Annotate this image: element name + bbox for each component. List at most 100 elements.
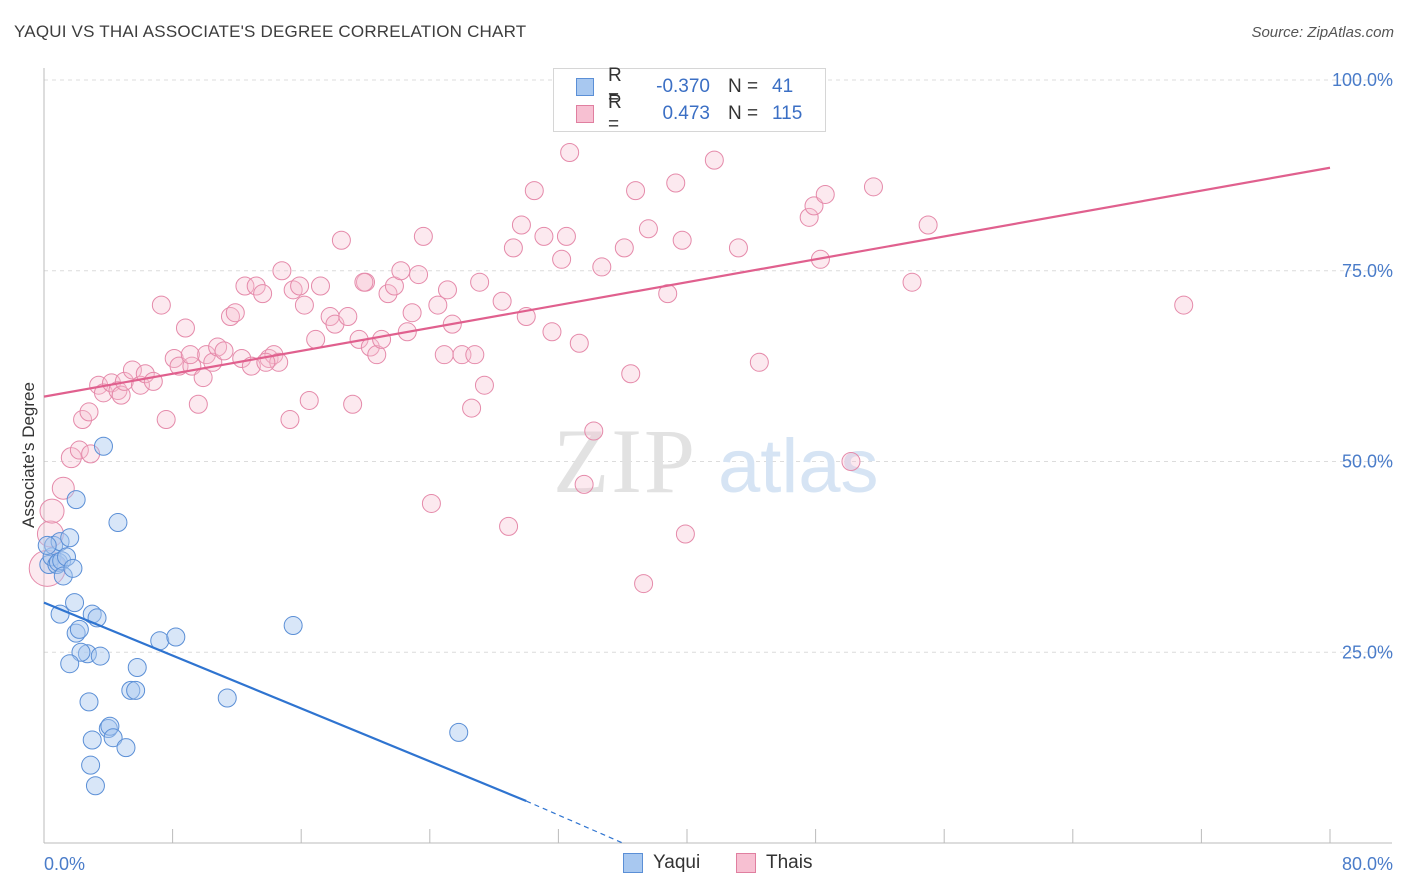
point-yaqui — [93, 436, 113, 456]
point-thais — [310, 276, 330, 296]
watermark-zip: ZIP — [553, 410, 697, 512]
point-thais — [918, 215, 938, 235]
legend-swatch-thais — [736, 853, 756, 873]
point-thais — [749, 352, 769, 372]
point-thais — [524, 181, 544, 201]
y-tick-label: 50.0% — [1342, 452, 1393, 472]
point-thais — [569, 333, 589, 353]
point-thais — [542, 322, 562, 342]
point-thais — [331, 230, 351, 250]
legend-item-yaqui[interactable]: Yaqui — [623, 852, 700, 874]
axes — [43, 68, 1392, 844]
point-thais — [180, 345, 200, 365]
series-thais — [28, 142, 1194, 594]
watermark-atlas: atlas — [718, 424, 879, 509]
chart-title: YAQUI VS THAI ASSOCIATE'S DEGREE CORRELA… — [14, 22, 527, 41]
point-yaqui — [37, 535, 57, 555]
point-thais — [492, 291, 512, 311]
point-yaqui — [121, 680, 141, 700]
point-thais — [804, 196, 824, 216]
point-thais — [638, 219, 658, 239]
point-thais — [621, 364, 641, 384]
point-thais — [592, 257, 612, 277]
point-thais — [188, 394, 208, 414]
legend-n-value: 41 — [772, 76, 794, 97]
point-yaqui — [82, 730, 102, 750]
point-thais — [799, 207, 819, 227]
point-yaqui — [57, 547, 77, 567]
y-tick-labels: 25.0% 50.0% 75.0% 100.0% — [1332, 70, 1393, 662]
x-tick-label: 0.0% — [44, 854, 85, 874]
point-thais — [666, 173, 686, 193]
point-thais — [214, 341, 234, 361]
legend-swatch-thais — [576, 105, 594, 123]
legend-r-value: -0.370 — [656, 76, 710, 97]
point-thais — [156, 410, 176, 430]
point-yaqui — [100, 716, 120, 736]
point-yaqui — [108, 513, 128, 533]
point-thais — [409, 265, 429, 285]
point-thais — [175, 318, 195, 338]
point-thais — [338, 307, 358, 327]
point-yaqui — [126, 680, 146, 700]
point-thais — [60, 447, 82, 469]
point-yaqui — [449, 722, 469, 742]
point-thais — [437, 280, 457, 300]
point-yaqui — [85, 776, 105, 796]
point-thais — [343, 394, 363, 414]
y-axis-label: Associate's Degree — [19, 382, 38, 528]
point-thais — [290, 276, 310, 296]
point-thais — [225, 303, 245, 323]
point-thais — [367, 345, 387, 365]
point-thais — [614, 238, 634, 258]
trend-lines — [43, 166, 1331, 844]
point-thais — [574, 474, 594, 494]
point-thais — [299, 390, 319, 410]
point-thais — [39, 498, 65, 524]
point-thais — [634, 574, 654, 594]
point-thais — [626, 181, 646, 201]
y-tick-label: 100.0% — [1332, 70, 1393, 90]
point-thais — [462, 398, 482, 418]
point-thais — [584, 421, 604, 441]
point-thais — [560, 142, 580, 162]
point-thais — [465, 345, 485, 365]
point-yaqui — [66, 623, 86, 643]
point-thais — [675, 524, 695, 544]
point-thais — [73, 410, 93, 430]
point-thais — [36, 520, 64, 548]
point-yaqui — [63, 558, 83, 578]
correlation-legend: R = -0.370 N = 41 R = 0.473 N = 115 — [553, 65, 826, 135]
point-thais — [434, 345, 454, 365]
point-thais — [151, 295, 171, 315]
point-thais — [1174, 295, 1194, 315]
point-thais — [193, 368, 213, 388]
legend-item-thais[interactable]: Thais — [736, 852, 812, 874]
point-thais — [235, 276, 255, 296]
y-tick-label: 75.0% — [1342, 261, 1393, 281]
point-thais — [428, 295, 448, 315]
point-yaqui — [60, 654, 80, 674]
point-thais — [69, 440, 89, 460]
legend-label-thais: Thais — [766, 852, 813, 873]
point-thais — [253, 284, 273, 304]
legend-r-value: 0.473 — [662, 103, 710, 124]
series-yaqui — [37, 436, 469, 796]
point-yaqui — [166, 627, 186, 647]
point-yaqui — [60, 528, 80, 548]
point-thais — [728, 238, 748, 258]
point-yaqui — [81, 755, 101, 775]
point-thais — [534, 226, 554, 246]
x-tick-label: 80.0% — [1342, 854, 1393, 874]
point-yaqui — [65, 593, 85, 613]
series-legend: Yaqui Thais — [0, 852, 1406, 876]
point-thais — [372, 329, 392, 349]
watermark: ZIP atlas — [553, 410, 879, 512]
point-yaqui — [79, 692, 99, 712]
point-thais — [863, 177, 883, 197]
point-yaqui — [71, 642, 91, 662]
point-thais — [556, 226, 576, 246]
point-thais — [552, 249, 572, 269]
point-thais — [246, 276, 266, 296]
